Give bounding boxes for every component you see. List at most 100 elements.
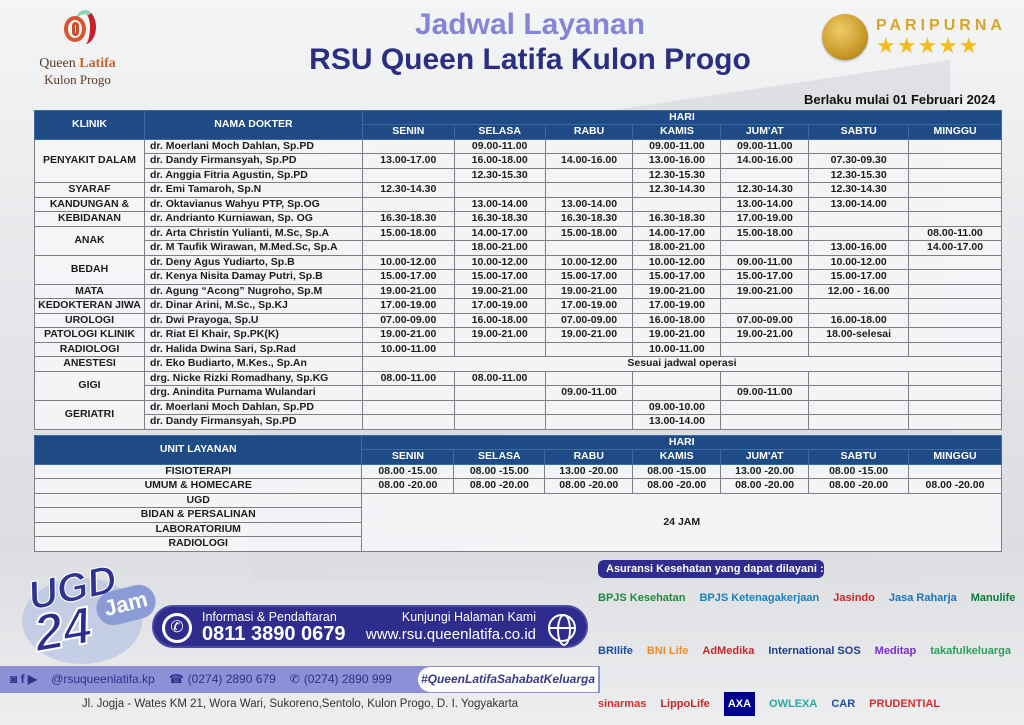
- schedule-cell: 16.30-18.30: [361, 211, 455, 227]
- hashtag: #QueenLatifaSahabatKeluarga: [418, 667, 598, 692]
- schedule-cell: [908, 153, 1002, 169]
- schedule-cell: 17.00-19.00: [544, 298, 634, 314]
- social-handle[interactable]: @rsuqueenlatifa.kp: [51, 672, 155, 686]
- schedule-cell: 15.00-17.00: [544, 269, 634, 285]
- page-title: Jadwal Layanan: [414, 8, 646, 41]
- 24-hour-cell: 24 JAM: [361, 492, 1002, 552]
- table-row: dr. Kenya Nisita Damay Putri, Sp.B 15.00-…: [35, 269, 1002, 285]
- schedule-cell: 12.30-15.30: [632, 167, 722, 183]
- star-rating-icon: ★★★★★: [876, 33, 980, 58]
- schedule-cell: [720, 399, 810, 415]
- schedule-cell: 08.00 -20.00: [632, 478, 722, 494]
- page-subtitle: RSU Queen Latifa Kulon Progo: [309, 43, 751, 76]
- doctor-name-cell: dr. Halida Dwina Sari, Sp.Rad: [143, 341, 363, 357]
- doctor-name-cell: dr. Riat El Khair, Sp.PK(K): [143, 327, 363, 343]
- schedule-cell: [908, 399, 1002, 415]
- schedule-cell: 17.00-19.00: [453, 298, 546, 314]
- logo-name: Queen Latifa: [39, 56, 116, 71]
- schedule-cell: [632, 385, 722, 401]
- schedule-cell: 08.00 -15.00: [632, 463, 722, 479]
- day-header: KAMIS: [632, 124, 722, 140]
- col-header-hari: HARI: [361, 435, 1002, 450]
- insurance-logos-row-2: BRIlife BNI Life AdMedika International SOS…: [598, 645, 1011, 657]
- schedule-cell: [720, 298, 810, 314]
- schedule-cell: [908, 385, 1002, 401]
- insurance-logo-international-sos: International SOS: [768, 645, 861, 657]
- schedule-cell: 09.00-11.00: [453, 138, 546, 154]
- schedule-cell: 08.00 -20.00: [808, 478, 910, 494]
- schedule-cell: 16.30-18.30: [544, 211, 634, 227]
- ugd-24-jam-logo: UGD 24 Jam: [10, 557, 160, 666]
- schedule-cell: [544, 341, 634, 357]
- schedule-cell: 07.00-09.00: [720, 312, 810, 328]
- schedule-cell: 08.00 -15.00: [453, 463, 546, 479]
- day-header: RABU: [544, 124, 634, 140]
- schedule-cell: 07.00-09.00: [544, 312, 634, 328]
- schedule-cell: 15.00-18.00: [720, 225, 810, 241]
- table-row: RADIOLOGI dr. Halida Dwina Sari, Sp.Rad 10…: [34, 341, 1002, 357]
- table-row: FISIOTERAPI 08.00 -15.00 08.00 -15.00 13.00…: [33, 463, 1002, 479]
- table-row: PATOLOGI KLINIK dr. Riat El Khair, Sp.PK(…: [34, 327, 1002, 343]
- doctor-name-cell: dr. Anggia Fitria Agustin, Sp.PD: [143, 167, 363, 183]
- address: Jl. Jogja - Wates KM 21, Wora Wari, Suko…: [81, 698, 519, 710]
- schedule-cell: [720, 370, 810, 386]
- doctor-name-cell: dr. Moerlani Moch Dahlan, Sp.PD: [143, 399, 363, 415]
- insurance-logo-owlexa: OWLEXA: [769, 698, 818, 710]
- day-header: RABU: [544, 449, 634, 465]
- schedule-cell: [453, 414, 546, 430]
- schedule-cell: [808, 370, 910, 386]
- schedule-cell: [908, 211, 1002, 227]
- doctor-name-cell: drg. Nicke Rizki Romadhany, Sp.KG: [143, 370, 363, 386]
- medal-icon: [822, 14, 868, 60]
- schedule-cell: 07.00-09.00: [361, 312, 455, 328]
- contact-banner: ✆ Informasi & Pendaftaran 0811 3890 0679…: [152, 605, 588, 648]
- phone-1[interactable]: (0274) 2890 679: [187, 672, 276, 686]
- info-phone[interactable]: 0811 3890 0679: [202, 623, 346, 645]
- schedule-merged-cell: Sesuai jadwal operasi: [361, 356, 1003, 372]
- unit-cell: LABORATORIUM: [33, 521, 363, 537]
- schedule-cell: 13.00-16.00: [808, 240, 910, 256]
- schedule-cell: 09.00-11.00: [632, 138, 722, 154]
- schedule-cell: [361, 399, 455, 415]
- insurance-logo-lippolife: LippoLife: [660, 698, 710, 710]
- schedule-cell: 10.00-12.00: [808, 254, 910, 270]
- schedule-cell: [361, 414, 455, 430]
- schedule-cell: 10.00-11.00: [632, 341, 722, 357]
- schedule-cell: [908, 298, 1002, 314]
- schedule-cell: 15.00-18.00: [544, 225, 634, 241]
- schedule-cell: [720, 240, 810, 256]
- table-row: RADIOLOGI: [33, 536, 1002, 552]
- day-header: SABTU: [808, 124, 910, 140]
- unit-cell: UMUM & HOMECARE: [33, 478, 363, 494]
- website-link[interactable]: www.rsu.queenlatifa.co.id: [365, 626, 536, 643]
- schedule-cell: [808, 225, 910, 241]
- schedule-cell: [808, 138, 910, 154]
- schedule-cell: 08.00 -20.00: [453, 478, 546, 494]
- schedule-cell: [720, 167, 810, 183]
- schedule-cell: 16.30-18.30: [632, 211, 722, 227]
- table-row: KEBIDANAN dr. Andrianto Kurniawan, Sp. OG…: [34, 211, 1002, 227]
- effective-date: Berlaku mulai 01 Februari 2024: [804, 92, 996, 107]
- schedule-cell: 19.00-21.00: [361, 327, 455, 343]
- schedule-cell: 08.00 -15.00: [361, 463, 455, 479]
- doctor-name-cell: dr. Emi Tamaroh, Sp.N: [143, 182, 363, 198]
- schedule-cell: 13.00-17.00: [361, 153, 455, 169]
- schedule-cell: 10.00-12.00: [453, 254, 546, 270]
- doctor-name-cell: dr. Agung “Acong” Nugroho, Sp.M: [143, 283, 363, 299]
- day-header: SENIN: [361, 124, 455, 140]
- day-header: KAMIS: [632, 449, 722, 465]
- table-row: dr. Dandy Firmansyah, Sp.PD 13.00-17.00 16…: [35, 153, 1002, 169]
- doctor-name-cell: dr. Moerlani Moch Dahlan, Sp.PD: [143, 138, 363, 154]
- day-header: MINGGU: [908, 449, 1002, 465]
- table-row: MATA dr. Agung “Acong” Nugroho, Sp.M 19.00…: [34, 283, 1002, 299]
- schedule-cell: 13.00 -20.00: [544, 463, 634, 479]
- schedule-cell: [361, 240, 455, 256]
- doctor-name-cell: dr. Dandy Firmansyah, Sp.PD: [143, 414, 363, 430]
- schedule-cell: 16.00-18.00: [632, 312, 722, 328]
- schedule-cell: [453, 399, 546, 415]
- phone-2[interactable]: (0274) 2890 999: [303, 672, 392, 686]
- unit-cell: BIDAN & PERSALINAN: [33, 507, 363, 523]
- klinik-cell: BEDAH: [34, 254, 145, 285]
- schedule-cell: 13.00-14.00: [632, 414, 722, 430]
- phone-icon: ☎: [168, 672, 184, 686]
